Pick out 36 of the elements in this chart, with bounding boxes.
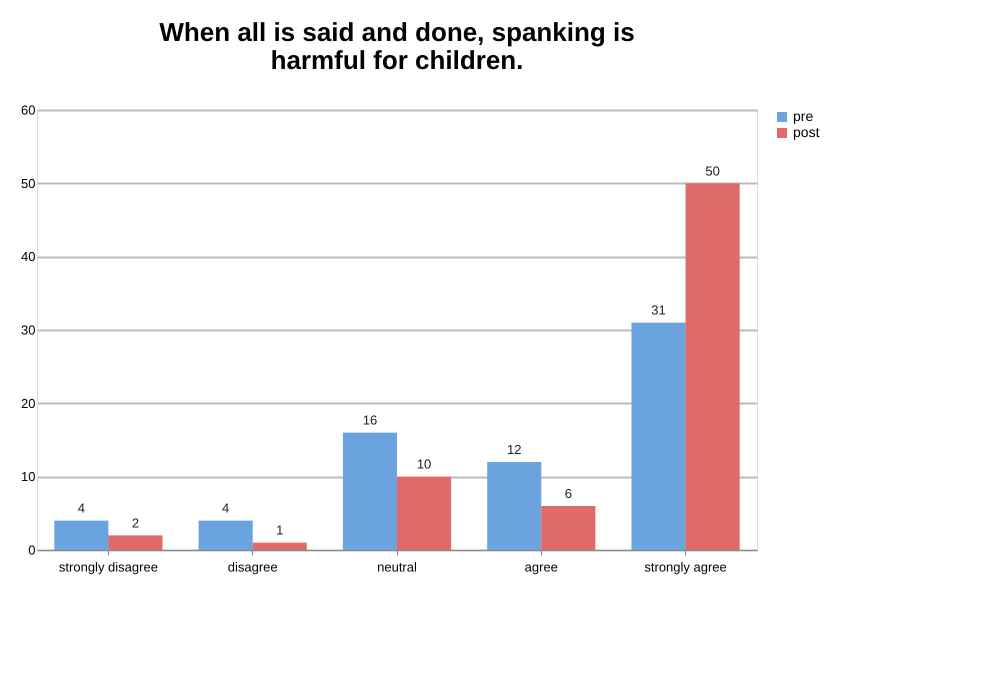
x-tick-label: disagree <box>228 560 278 574</box>
legend-label: post <box>793 124 820 140</box>
bar <box>342 432 397 550</box>
y-tick-label: 40 <box>21 249 36 264</box>
x-tick-label: neutral <box>377 560 417 574</box>
y-tick-label: 10 <box>21 469 36 484</box>
x-tick-label: strongly agree <box>644 560 727 574</box>
data-label: 12 <box>507 442 522 457</box>
x-tick-label: agree <box>524 560 558 574</box>
text: When all is said and done, spanking is <box>159 17 635 47</box>
bar <box>108 535 163 550</box>
x-tick-label: strongly disagree <box>58 560 158 574</box>
bar <box>252 542 307 550</box>
data-label: 2 <box>132 515 140 530</box>
y-tick-label: 60 <box>21 102 36 118</box>
data-label: 4 <box>222 500 230 516</box>
text: harmful for children. <box>270 45 524 75</box>
bar <box>631 322 686 550</box>
data-label: 31 <box>651 302 666 318</box>
bar <box>487 462 542 550</box>
bar <box>54 520 108 550</box>
bar <box>686 183 740 550</box>
bar <box>198 520 253 550</box>
data-label: 4 <box>78 500 85 516</box>
y-tick-label: 20 <box>21 396 36 411</box>
bar <box>397 476 452 550</box>
data-label: 6 <box>564 486 572 501</box>
y-tick-label: 30 <box>21 322 36 338</box>
data-label: 1 <box>276 522 284 538</box>
data-label: 50 <box>705 163 720 178</box>
data-label: 16 <box>362 412 378 428</box>
bar <box>541 506 596 550</box>
y-tick-label: 50 <box>21 176 36 191</box>
data-label: 10 <box>416 456 432 472</box>
y-tick-label: 0 <box>28 542 36 558</box>
legend-label: pre <box>793 108 814 124</box>
